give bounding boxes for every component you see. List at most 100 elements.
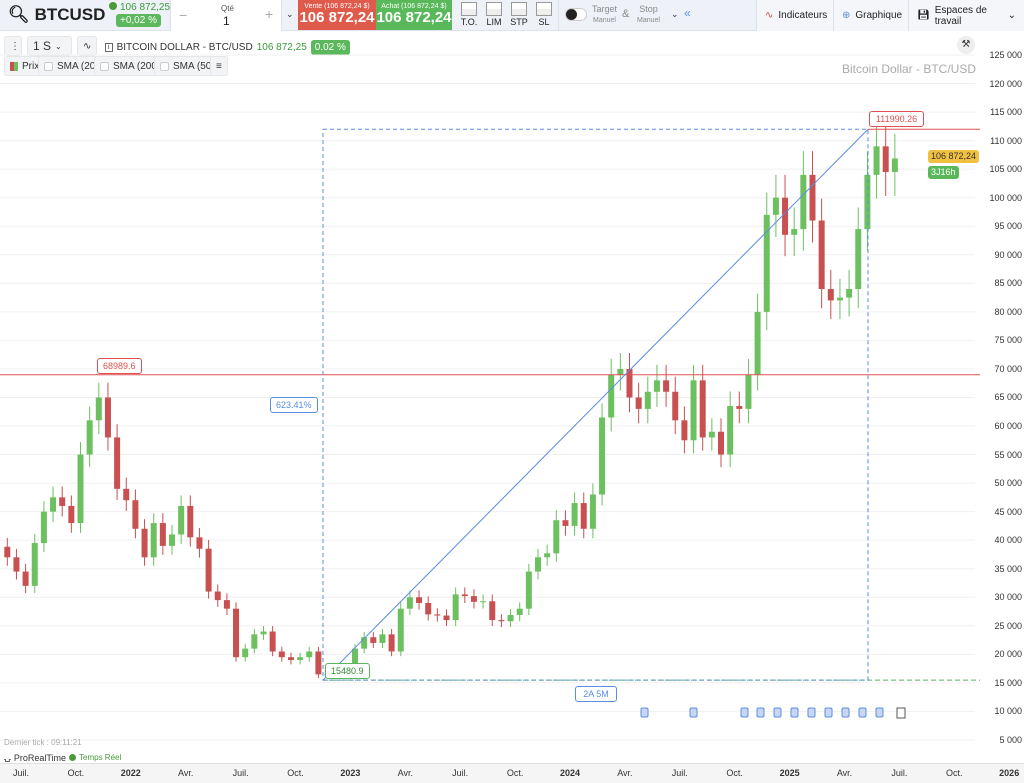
search-icon: 🔍︎ bbox=[8, 5, 30, 24]
candle-body bbox=[269, 631, 276, 652]
qty-plus-button[interactable]: + bbox=[265, 6, 274, 22]
legend-sma50[interactable]: SMA (50) bbox=[154, 56, 221, 76]
collapse-button[interactable]: « bbox=[684, 6, 691, 20]
candle-body bbox=[315, 651, 322, 675]
x-tick-label: Juil. bbox=[671, 768, 688, 778]
candle-body bbox=[599, 417, 606, 495]
y-tick-label: 75 000 bbox=[994, 335, 1022, 346]
last-price-tag: 106 872,24 bbox=[928, 150, 980, 163]
candle-body bbox=[644, 391, 651, 409]
target-stop-toggle[interactable]: Target Manuel & Stop Manuel ⌄ bbox=[558, 0, 682, 31]
x-tick-label: Oct. bbox=[946, 768, 963, 778]
chart-type-icon[interactable]: ∿ bbox=[77, 36, 97, 56]
indicators-button[interactable]: ∿ Indicateurs bbox=[756, 0, 836, 31]
candle-body bbox=[214, 591, 221, 601]
target-sub: Manuel bbox=[593, 17, 616, 24]
x-tick-label: 2025 bbox=[779, 768, 800, 778]
sell-button[interactable]: Vente (106 872,24 $) 106 872,24 bbox=[298, 0, 376, 30]
calendar-event-icon bbox=[773, 707, 782, 718]
y-tick-label: 80 000 bbox=[994, 306, 1022, 317]
candle-body bbox=[617, 368, 624, 375]
candle-body bbox=[535, 557, 541, 572]
timeframe-select[interactable]: 1 S ⌄ bbox=[27, 36, 72, 56]
order-label: T.O. bbox=[460, 17, 478, 27]
prev-high-label: 68989.6 bbox=[97, 358, 142, 374]
y-tick-label: 20 000 bbox=[994, 649, 1022, 660]
candle-body bbox=[498, 620, 505, 622]
y-tick-label: 35 000 bbox=[994, 563, 1022, 574]
candle-body bbox=[59, 497, 66, 506]
buy-button[interactable]: Achat (106 872,24 $) 106 872,24 bbox=[376, 0, 452, 30]
instrument-price: 106 872,25 bbox=[256, 42, 307, 53]
qty-label: Qté bbox=[221, 4, 234, 13]
timeframe-value: 1 S bbox=[33, 39, 52, 53]
candle-body bbox=[782, 197, 789, 235]
buy-label: Achat (106 872,24 $) bbox=[381, 3, 447, 10]
y-tick-label: 10 000 bbox=[994, 706, 1022, 717]
candle-body bbox=[260, 631, 267, 635]
checkbox[interactable] bbox=[100, 61, 109, 71]
chart-icon: ⊕ bbox=[842, 10, 851, 21]
order-stp-button[interactable]: STP bbox=[507, 2, 531, 27]
legend-label: SMA (20) bbox=[57, 60, 99, 72]
candle-body bbox=[772, 197, 779, 215]
order-sl-button[interactable]: SL bbox=[532, 2, 556, 27]
candle-body bbox=[516, 608, 523, 615]
candle-body bbox=[205, 548, 212, 592]
last-price-value: 106 872,25 bbox=[120, 2, 171, 13]
workspaces-button[interactable]: 💾︎ Espaces de travail ⌄ bbox=[908, 0, 1024, 31]
candle-body bbox=[50, 497, 57, 512]
checkbox[interactable] bbox=[160, 61, 169, 71]
price-swatch bbox=[10, 61, 18, 71]
candle-body bbox=[736, 406, 743, 409]
x-tick-label: Avr. bbox=[397, 768, 413, 778]
y-tick-label: 120 000 bbox=[989, 78, 1022, 89]
brand-name: ProRealTime bbox=[13, 752, 67, 763]
calendar-event-icon bbox=[790, 707, 799, 718]
legend-sma200[interactable]: SMA (200) bbox=[94, 56, 167, 76]
y-tick-label: 5 000 bbox=[999, 734, 1022, 745]
candle-body bbox=[846, 289, 853, 298]
qty-value[interactable]: 1 bbox=[223, 14, 230, 28]
qty-minus-button[interactable]: − bbox=[179, 7, 188, 23]
candle-body bbox=[562, 520, 569, 526]
chevron-down-icon[interactable]: ⌄ bbox=[671, 9, 679, 19]
candle-body bbox=[672, 391, 679, 421]
list-icon[interactable]: ≡ bbox=[210, 56, 228, 76]
order-to-button[interactable]: T.O. bbox=[457, 2, 481, 27]
chevron-down-icon[interactable]: ⌄ bbox=[286, 9, 294, 19]
order-icon bbox=[461, 2, 477, 16]
candle-body bbox=[425, 602, 432, 615]
symbol-search[interactable]: 🔍︎ BTCUSD bbox=[8, 5, 105, 25]
x-tick-label: Oct. bbox=[67, 768, 85, 778]
quantity-stepper[interactable]: Qté 1 − + bbox=[170, 0, 282, 31]
info-icon[interactable]: i bbox=[105, 43, 113, 52]
stop-label: Stop bbox=[639, 4, 658, 14]
chart-button[interactable]: ⊕ Graphique bbox=[833, 0, 911, 31]
toggle-switch[interactable] bbox=[565, 8, 587, 21]
candle-body bbox=[864, 174, 871, 230]
legend-sma20[interactable]: SMA (20) bbox=[38, 56, 105, 76]
candle-body bbox=[653, 380, 660, 392]
candle-body bbox=[31, 543, 38, 586]
candle-body bbox=[571, 503, 578, 526]
y-tick-label: 60 000 bbox=[994, 421, 1022, 432]
calendar-event-icon bbox=[807, 707, 816, 718]
workspaces-label: Espaces de travail bbox=[934, 4, 987, 27]
candle-body bbox=[370, 637, 377, 643]
calendar-event-icon bbox=[740, 707, 749, 718]
symbol-name: BTCUSD bbox=[34, 5, 106, 24]
candle-body bbox=[352, 648, 358, 674]
candle-body bbox=[233, 608, 240, 658]
checkbox[interactable] bbox=[44, 61, 53, 71]
candle-body bbox=[873, 146, 880, 175]
candle-body bbox=[169, 534, 175, 546]
wrench-icon[interactable]: ⚒ bbox=[957, 36, 975, 54]
calendar-event-icon bbox=[640, 707, 649, 718]
calendar-event-icon bbox=[875, 707, 884, 718]
order-lim-button[interactable]: LIM bbox=[482, 2, 506, 27]
y-tick-label: 30 000 bbox=[994, 592, 1022, 603]
legend-bar: Prix SMA (20) SMA (200) SMA (50) ≡ bbox=[0, 56, 1024, 76]
low-label: 15480.9 bbox=[325, 663, 370, 679]
